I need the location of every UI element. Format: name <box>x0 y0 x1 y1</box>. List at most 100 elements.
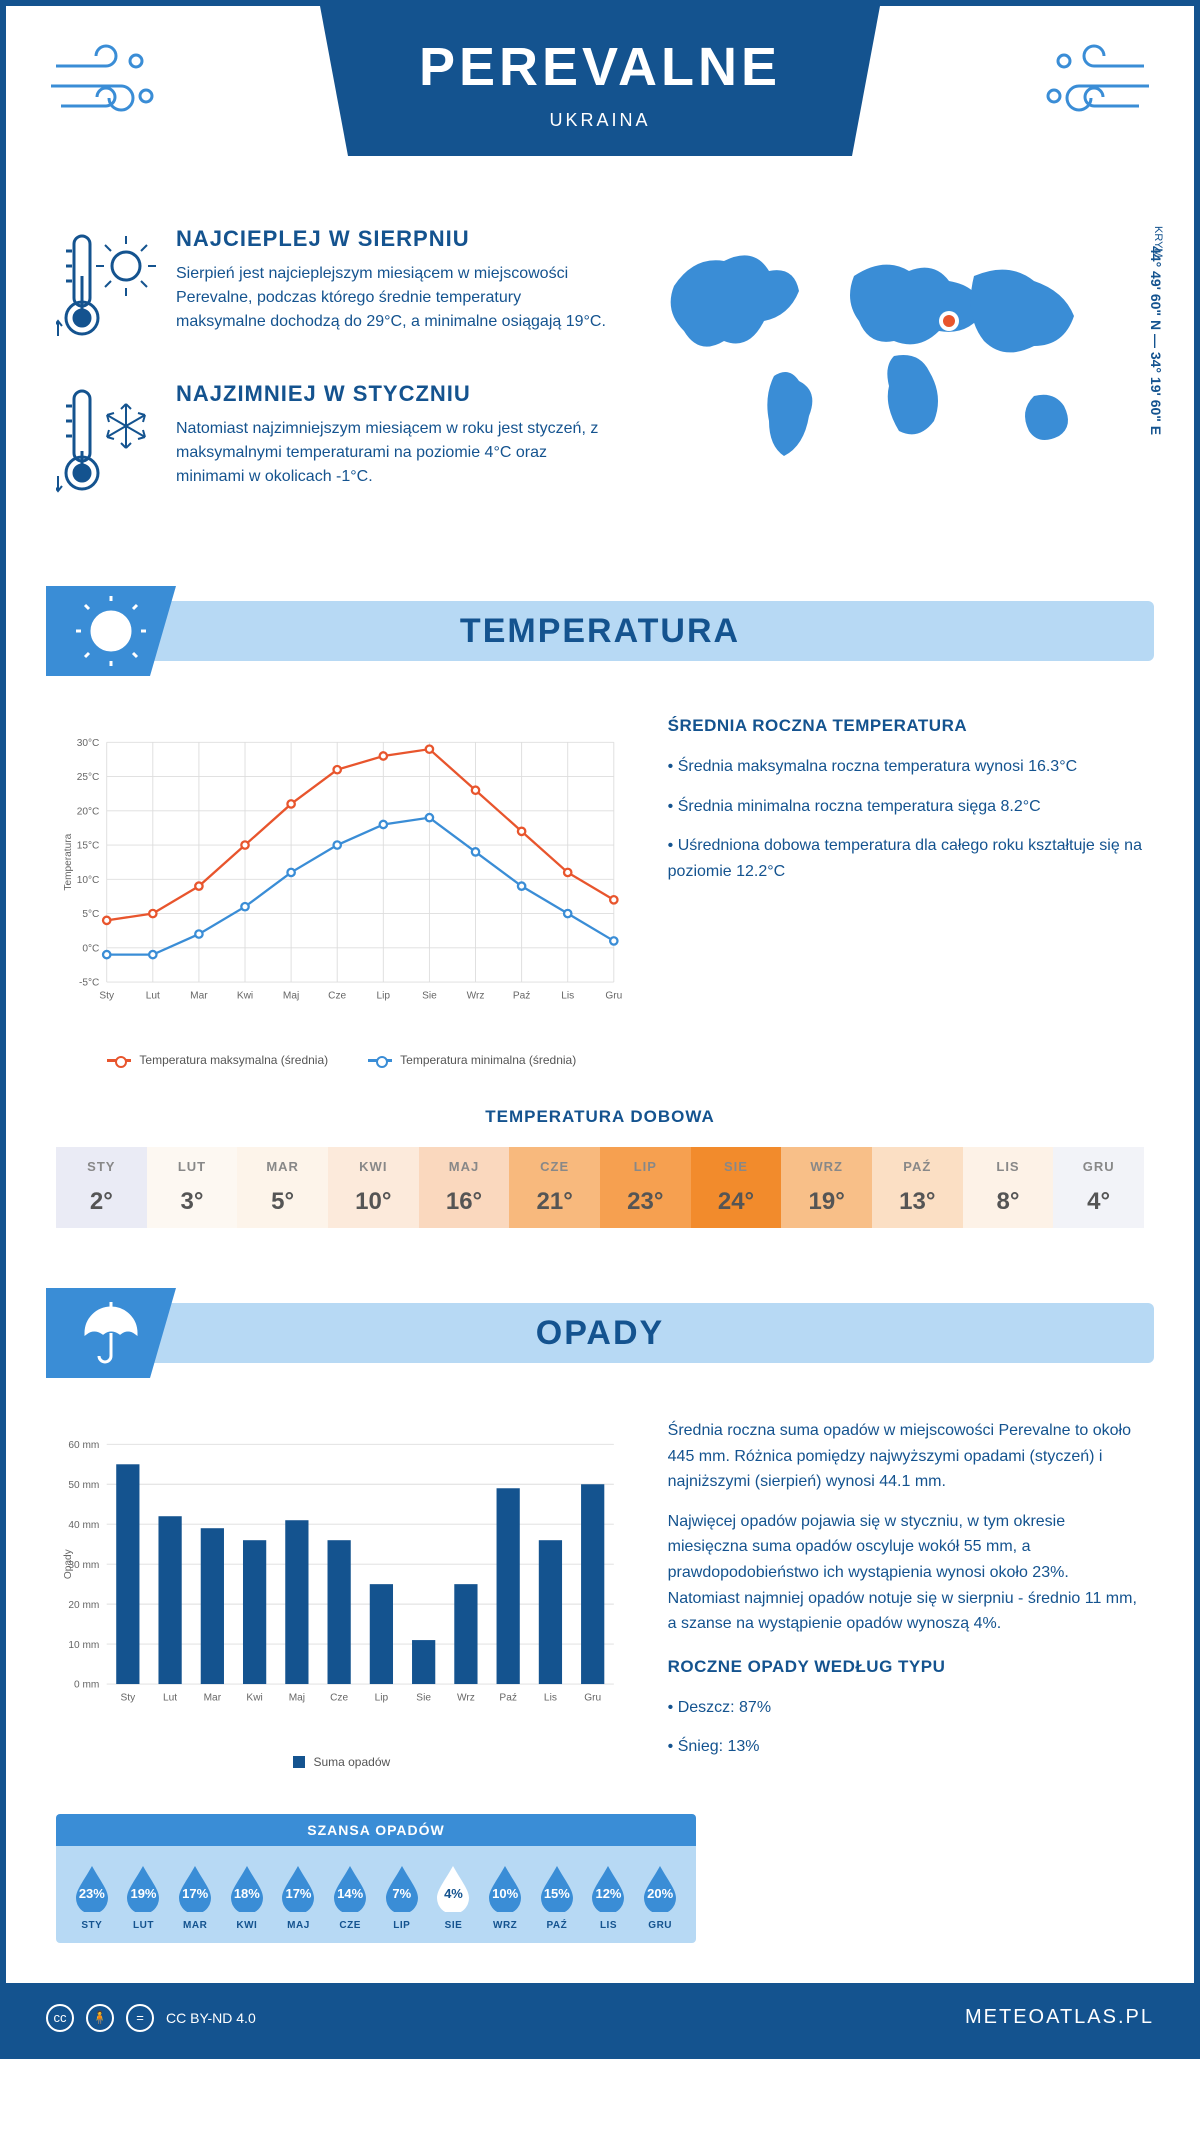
temp-content: -5°C0°C5°C10°C15°C20°C25°C30°CStyLutMarK… <box>6 696 1194 1087</box>
daily-temp-grid: STY2°LUT3°MAR5°KWI10°MAJ16°CZE21°LIP23°S… <box>56 1147 1144 1228</box>
chance-drop: 23%STY <box>68 1864 116 1931</box>
svg-text:Paź: Paź <box>513 991 530 1002</box>
warmest-block: NAJCIEPLEJ W SIERPNIU Sierpień jest najc… <box>56 226 614 351</box>
avg-temp-title: ŚREDNIA ROCZNA TEMPERATURA <box>668 716 1144 736</box>
intro-text: NAJCIEPLEJ W SIERPNIU Sierpień jest najc… <box>56 226 614 536</box>
svg-text:Lut: Lut <box>146 991 160 1002</box>
precip-para1: Średnia roczna suma opadów w miejscowośc… <box>668 1418 1144 1495</box>
temp-bullet: • Uśredniona dobowa temperatura dla całe… <box>668 833 1144 884</box>
temp-cell: WRZ19° <box>781 1147 872 1228</box>
svg-text:Wrz: Wrz <box>467 991 485 1002</box>
warmest-title: NAJCIEPLEJ W SIERPNIU <box>176 226 614 252</box>
svg-text:Maj: Maj <box>289 1693 305 1704</box>
svg-text:Gru: Gru <box>605 991 622 1002</box>
brand-label: METEOATLAS.PL <box>965 2006 1154 2029</box>
by-icon: 🧍 <box>86 2004 114 2032</box>
temp-cell: LUT3° <box>147 1147 238 1228</box>
svg-text:10 mm: 10 mm <box>68 1640 99 1651</box>
svg-text:-5°C: -5°C <box>79 978 99 989</box>
svg-text:50 mm: 50 mm <box>68 1480 99 1491</box>
temp-bullet: • Średnia maksymalna roczna temperatura … <box>668 754 1144 780</box>
temp-cell: CZE21° <box>509 1147 600 1228</box>
cc-icon: cc <box>46 2004 74 2032</box>
svg-text:Mar: Mar <box>204 1693 222 1704</box>
svg-text:Sie: Sie <box>416 1693 431 1704</box>
thermometer-snow-icon <box>56 381 156 506</box>
precip-para2: Najwięcej opadów pojawia się w styczniu,… <box>668 1509 1144 1637</box>
precip-bar-chart: 0 mm10 mm20 mm30 mm40 mm50 mm60 mmStyLut… <box>56 1418 628 1774</box>
temp-section-header: TEMPERATURA <box>46 586 1154 676</box>
chance-drop: 19%LUT <box>120 1864 168 1931</box>
svg-text:Lis: Lis <box>544 1693 557 1704</box>
infographic-page: PEREVALNE UKRAINA NAJCIEPLEJ W SIERPNIU … <box>0 0 1200 2059</box>
daily-temp-title: TEMPERATURA DOBOWA <box>56 1107 1144 1127</box>
world-map: KRYM 44° 49' 60" N — 34° 19' 60" E <box>644 226 1144 536</box>
precip-section-header: OPADY <box>46 1288 1154 1378</box>
legend-max: Temperatura maksymalna (średnia) <box>139 1053 328 1067</box>
nd-icon: = <box>126 2004 154 2032</box>
temp-cell: LIP23° <box>600 1147 691 1228</box>
wind-icon <box>1034 36 1154 153</box>
chance-drop: 12%LIS <box>585 1864 633 1931</box>
chance-drop: 18%KWI <box>223 1864 271 1931</box>
sun-icon <box>46 586 176 676</box>
svg-text:40 mm: 40 mm <box>68 1520 99 1531</box>
chance-grid: 23%STY19%LUT17%MAR18%KWI17%MAJ14%CZE7%LI… <box>56 1846 696 1943</box>
chance-drop: 17%MAJ <box>275 1864 323 1931</box>
temp-cell: MAR5° <box>237 1147 328 1228</box>
temp-header-title: TEMPERATURA <box>460 612 740 651</box>
chance-drop: 20%GRU <box>636 1864 684 1931</box>
wind-icon <box>46 36 166 153</box>
svg-text:Cze: Cze <box>328 991 346 1002</box>
location-title: PEREVALNE <box>320 36 880 98</box>
chance-box: SZANSA OPADÓW 23%STY19%LUT17%MAR18%KWI17… <box>56 1814 696 1943</box>
coldest-title: NAJZIMNIEJ W STYCZNIU <box>176 381 614 407</box>
chance-drop: 14%CZE <box>326 1864 374 1931</box>
svg-text:Kwi: Kwi <box>246 1693 262 1704</box>
svg-text:Sty: Sty <box>99 991 115 1002</box>
footer: cc 🧍 = CC BY-ND 4.0 METEOATLAS.PL <box>6 1983 1194 2053</box>
svg-text:Sty: Sty <box>121 1693 137 1704</box>
by-type-title: ROCZNE OPADY WEDŁUG TYPU <box>668 1657 1144 1677</box>
svg-text:25°C: 25°C <box>77 772 100 783</box>
svg-text:Lip: Lip <box>377 991 391 1002</box>
temp-cell: LIS8° <box>963 1147 1054 1228</box>
svg-text:Temperatura: Temperatura <box>63 833 74 890</box>
svg-text:60 mm: 60 mm <box>68 1440 99 1451</box>
temp-cell: MAJ16° <box>419 1147 510 1228</box>
precip-content: 0 mm10 mm20 mm30 mm40 mm50 mm60 mmStyLut… <box>6 1398 1194 1794</box>
svg-text:Lis: Lis <box>561 991 574 1002</box>
map-svg <box>644 226 1114 486</box>
temp-line-chart: -5°C0°C5°C10°C15°C20°C25°C30°CStyLutMarK… <box>56 716 628 1067</box>
chance-drop: 10%WRZ <box>481 1864 529 1931</box>
license-block: cc 🧍 = CC BY-ND 4.0 <box>46 2004 256 2032</box>
chance-drop: 7%LIP <box>378 1864 426 1931</box>
svg-text:15°C: 15°C <box>77 841 100 852</box>
svg-text:30°C: 30°C <box>77 738 100 749</box>
temp-legend: #leg-max::before{border-color:#e8552d}Te… <box>56 1053 628 1067</box>
temp-side-text: ŚREDNIA ROCZNA TEMPERATURA • Średnia mak… <box>668 716 1144 1067</box>
temp-cell: GRU4° <box>1053 1147 1144 1228</box>
warmest-body: Sierpień jest najcieplejszym miesiącem w… <box>176 262 614 334</box>
svg-text:20 mm: 20 mm <box>68 1600 99 1611</box>
chance-drop: 4%SIE <box>430 1864 478 1931</box>
coldest-body: Natomiast najzimniejszym miesiącem w rok… <box>176 417 614 489</box>
header: PEREVALNE UKRAINA <box>6 6 1194 226</box>
svg-text:Sie: Sie <box>422 991 437 1002</box>
svg-text:Cze: Cze <box>330 1693 348 1704</box>
svg-text:Mar: Mar <box>190 991 208 1002</box>
svg-text:5°C: 5°C <box>82 909 99 920</box>
svg-text:Opady: Opady <box>63 1548 74 1579</box>
location-subtitle: UKRAINA <box>320 110 880 131</box>
intro-row: NAJCIEPLEJ W SIERPNIU Sierpień jest najc… <box>6 226 1194 566</box>
svg-text:Paź: Paź <box>499 1693 516 1704</box>
rain-pct: • Deszcz: 87% <box>668 1695 1144 1721</box>
precip-side-text: Średnia roczna suma opadów w miejscowośc… <box>668 1418 1144 1774</box>
coldest-block: NAJZIMNIEJ W STYCZNIU Natomiast najzimni… <box>56 381 614 506</box>
license-text: CC BY-ND 4.0 <box>166 2010 256 2026</box>
temp-bullet: • Średnia minimalna roczna temperatura s… <box>668 794 1144 820</box>
daily-temp-block: TEMPERATURA DOBOWA STY2°LUT3°MAR5°KWI10°… <box>6 1087 1194 1268</box>
thermometer-sun-icon <box>56 226 156 351</box>
svg-text:Gru: Gru <box>584 1693 601 1704</box>
svg-text:10°C: 10°C <box>77 875 100 886</box>
